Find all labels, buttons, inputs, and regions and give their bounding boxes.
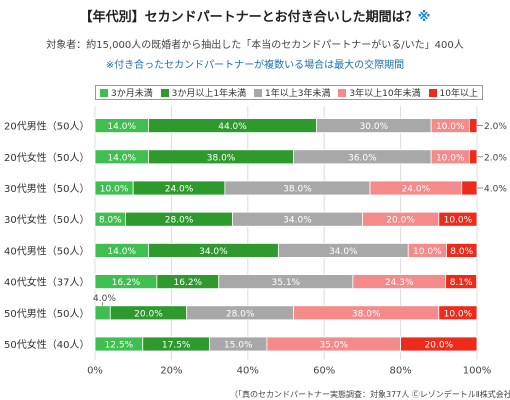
legend-item: 1年以上3年未満 bbox=[254, 86, 330, 99]
x-tick-label: 60% bbox=[313, 366, 335, 377]
data-label: 4.0% bbox=[484, 185, 507, 195]
category-label: 30代女性（50人） bbox=[4, 213, 89, 226]
data-label: 10.0% bbox=[444, 309, 473, 319]
data-label: 28.0% bbox=[165, 216, 194, 226]
chart-subtitle: 対象者：約15,000人の既婚者から抽出した「本当のセカンドパートナーがいる/い… bbox=[46, 40, 464, 51]
data-label: 35.1% bbox=[272, 278, 301, 288]
data-label: 12.5% bbox=[105, 341, 134, 351]
chart-title: 【年代別】セカンドパートナーとお付き合いした期間は？※ bbox=[0, 6, 510, 25]
legend-item: 3か月以上1年未満 bbox=[160, 86, 247, 99]
data-label: 14.0% bbox=[107, 247, 136, 257]
data-label: 20.0% bbox=[425, 341, 454, 351]
data-label: 20.0% bbox=[134, 309, 163, 319]
bar-segment bbox=[445, 274, 478, 290]
legend-swatch bbox=[99, 88, 108, 97]
data-label: 10.0% bbox=[100, 185, 129, 195]
category-label: 50代男性（50人） bbox=[4, 307, 89, 320]
data-label: 24.3% bbox=[385, 278, 414, 288]
data-label: 10.0% bbox=[436, 153, 465, 163]
data-label: 30.0% bbox=[360, 122, 389, 132]
data-label: 16.2% bbox=[174, 278, 203, 288]
data-label: 34.0% bbox=[199, 247, 228, 257]
legend-swatch bbox=[338, 88, 347, 97]
bar-segment bbox=[94, 305, 111, 321]
data-label: 17.5% bbox=[162, 341, 191, 351]
chart-note: ※付き合ったセカンドパートナーが複数いる場合は最大の交際期間 bbox=[105, 60, 405, 71]
legend-label: 1年以上3年未満 bbox=[265, 89, 331, 99]
legend-label: 3年以上10年未満 bbox=[349, 89, 421, 99]
data-label: 16.2% bbox=[112, 278, 141, 288]
data-label: 10.0% bbox=[444, 216, 473, 226]
x-tick-label: 80% bbox=[389, 366, 411, 377]
category-label: 40代男性（50人） bbox=[4, 244, 89, 257]
data-label: 20.0% bbox=[386, 216, 415, 226]
data-label: 34.0% bbox=[283, 216, 312, 226]
chart-title-text: 【年代別】セカンドパートナーとお付き合いした期間は？ bbox=[79, 10, 418, 25]
legend-swatch bbox=[428, 88, 437, 97]
legend-label: 3か月未満 bbox=[110, 89, 153, 99]
bar-segment bbox=[446, 242, 478, 258]
bar-segment bbox=[438, 211, 478, 227]
data-label: 8.0% bbox=[99, 216, 122, 226]
bar-segment bbox=[400, 336, 478, 352]
legend-item: 3年以上10年未満 bbox=[338, 86, 421, 99]
legend-label: 3か月以上1年未満 bbox=[171, 89, 247, 99]
data-label: 28.0% bbox=[226, 309, 255, 319]
bar-segment bbox=[468, 149, 478, 165]
data-label: 8.1% bbox=[450, 278, 473, 288]
legend-label: 10年以上 bbox=[439, 89, 478, 99]
legend-swatch bbox=[254, 88, 263, 97]
data-label: 38.0% bbox=[352, 309, 381, 319]
data-label: 10.0% bbox=[436, 122, 465, 132]
chart-title-mark: ※ bbox=[417, 10, 431, 25]
data-label: 10.0% bbox=[413, 247, 442, 257]
category-label: 20代男性（50人） bbox=[4, 120, 89, 133]
bar-segment bbox=[438, 305, 478, 321]
legend-item: 10年以上 bbox=[428, 86, 478, 99]
data-label: 36.0% bbox=[348, 153, 377, 163]
data-label: 35.0% bbox=[319, 341, 348, 351]
data-label: 14.0% bbox=[107, 122, 136, 132]
data-label: 24.0% bbox=[402, 185, 431, 195]
source-footnote: （「真のセカンドパートナー実態調査：対象377人 ⒸレゾンデートルⅡ株式会社） bbox=[230, 390, 510, 399]
bar-segment bbox=[468, 118, 478, 133]
legend-swatch bbox=[160, 88, 169, 97]
data-label: 38.0% bbox=[283, 185, 312, 195]
category-label: 40代女性（37人） bbox=[4, 276, 89, 289]
bar-segment bbox=[461, 180, 478, 196]
data-label: 8.0% bbox=[450, 247, 473, 257]
x-tick-label: 0% bbox=[87, 366, 103, 377]
data-label: 15.0% bbox=[224, 341, 253, 351]
x-tick-label: 40% bbox=[237, 366, 259, 377]
data-label: 34.0% bbox=[329, 247, 358, 257]
legend: 3か月未満 3か月以上1年未満 1年以上3年未満 3年以上10年未満 10年以上 bbox=[95, 85, 483, 100]
legend-item: 3か月未満 bbox=[99, 86, 153, 99]
data-label: 2.0% bbox=[484, 153, 507, 163]
x-tick-label: 100% bbox=[463, 366, 492, 377]
data-label: 38.0% bbox=[207, 153, 236, 163]
data-label: 14.0% bbox=[107, 153, 136, 163]
data-label: 44.0% bbox=[218, 122, 247, 132]
category-label: 30代男性（50人） bbox=[4, 182, 89, 195]
data-label: 2.0% bbox=[484, 122, 507, 132]
x-tick-label: 20% bbox=[160, 366, 182, 377]
data-label: 24.0% bbox=[165, 185, 194, 195]
category-label: 50代女性（40人） bbox=[4, 338, 89, 351]
category-label: 20代女性（50人） bbox=[4, 151, 89, 164]
data-label: 4.0% bbox=[93, 294, 116, 304]
